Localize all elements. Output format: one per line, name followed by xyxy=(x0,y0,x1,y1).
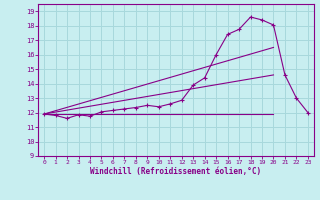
X-axis label: Windchill (Refroidissement éolien,°C): Windchill (Refroidissement éolien,°C) xyxy=(91,167,261,176)
